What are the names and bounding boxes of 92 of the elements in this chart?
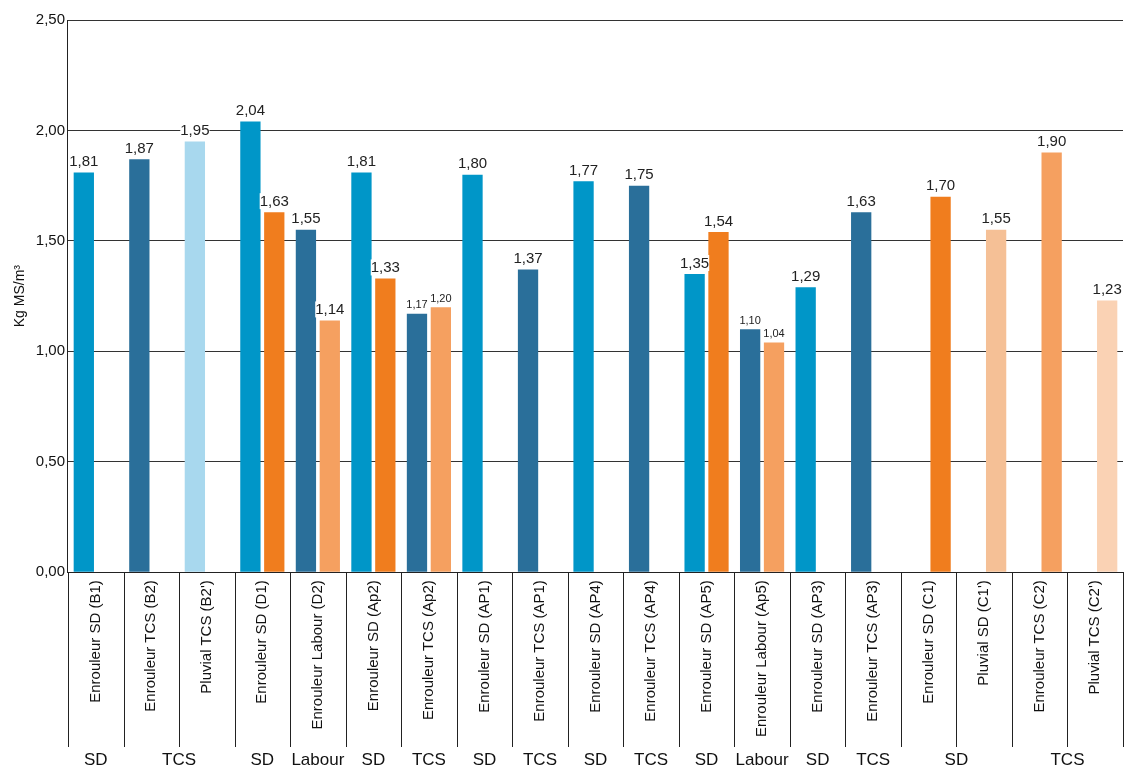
x-tick-label: Enrouleur TCS (AP1) <box>530 580 548 722</box>
text: TCS <box>162 750 197 770</box>
bar <box>708 232 729 572</box>
bar <box>851 212 872 572</box>
data-label: 1,87 <box>124 138 154 156</box>
data-label: 1,17 <box>406 298 428 311</box>
bar <box>517 269 539 572</box>
bar <box>739 329 761 572</box>
text: SD <box>805 750 830 770</box>
data-label: 1,37 <box>513 249 543 267</box>
data-label: 1,63 <box>846 191 876 209</box>
data-label: 1,29 <box>791 266 821 284</box>
text: Labour <box>291 750 345 770</box>
data-label: 1,75 <box>624 165 654 183</box>
x-tick-label: Enrouleur TCS (B2) <box>141 580 159 712</box>
data-label: 1,81 <box>69 152 99 170</box>
data-label: 1,20 <box>430 291 452 304</box>
bar <box>573 181 594 572</box>
x-tick-label: Enrouleur SD (AP5) <box>696 580 714 713</box>
bar <box>295 229 317 572</box>
x-tick-label: Enrouleur TCS (AP3) <box>863 580 881 722</box>
bar <box>264 212 285 572</box>
bar <box>319 320 340 572</box>
text: TCS <box>411 750 446 770</box>
x-tick-label: Enrouleur SD (AP3) <box>807 580 825 713</box>
x-tick-label: Enrouleur Labour (Ap5) <box>752 580 770 738</box>
data-label: 1,14 <box>315 300 345 318</box>
y-tick-label: 1,00 <box>35 341 65 359</box>
data-label: 1,35 <box>680 253 710 271</box>
y-tick-label: 0,00 <box>35 562 65 580</box>
data-label: 1,23 <box>1092 280 1122 298</box>
y-tick-label: 1,50 <box>35 231 65 249</box>
x-tick-label: Enrouleur SD (C1) <box>918 580 936 704</box>
data-label: 1,04 <box>763 327 785 340</box>
data-label: 1,10 <box>739 313 761 326</box>
bar <box>351 172 372 572</box>
data-label: 1,77 <box>568 160 599 178</box>
bar <box>763 342 785 572</box>
x-tick-label: Enrouleur TCS (AP4) <box>641 580 659 722</box>
bar <box>129 159 150 572</box>
text: SD <box>250 750 275 770</box>
x-tick-label: Enrouleur TCS (C2) <box>1029 580 1047 713</box>
text: SD <box>694 750 719 770</box>
data-label: 1,95 <box>180 121 210 139</box>
bar <box>406 313 428 572</box>
data-label: 1,54 <box>703 211 734 229</box>
bar <box>628 185 650 572</box>
x-tick-label: Enrouleur SD (B1) <box>85 580 103 703</box>
data-label: 1,55 <box>291 209 321 227</box>
bar <box>1041 152 1062 572</box>
text: Labour <box>735 750 789 770</box>
y-tick-label: 2,50 <box>35 10 65 28</box>
x-tick-label: Enrouleur TCS (Ap2) <box>419 580 437 721</box>
x-tick-label: Enrouleur Labour (D2) <box>308 580 325 730</box>
text: SD <box>472 750 497 770</box>
bar <box>1097 300 1118 572</box>
text: SD <box>361 750 386 770</box>
bar <box>462 174 483 572</box>
data-label: 1,90 <box>1037 132 1067 150</box>
x-tick-label: Enrouleur SD (AP1) <box>474 580 492 713</box>
bar <box>375 278 396 572</box>
bar <box>930 196 951 572</box>
y-tick-label: 0,50 <box>35 451 65 469</box>
data-label: 1,63 <box>259 191 289 209</box>
bar <box>985 229 1007 572</box>
data-label: 1,33 <box>370 258 400 276</box>
bar <box>430 307 451 572</box>
text: TCS <box>856 750 891 770</box>
bar <box>684 274 705 572</box>
text: TCS <box>522 750 557 770</box>
text: SD <box>944 750 969 770</box>
data-label: 2,04 <box>235 101 265 119</box>
text: TCS <box>634 750 669 770</box>
bar <box>795 287 816 572</box>
x-tick-label: Enrouleur SD (D1) <box>252 580 270 704</box>
x-tick-label: Pluvial TCS (C2') <box>1085 580 1103 695</box>
x-tick-label: Pluvial SD (C1') <box>974 580 992 686</box>
x-tick-label: Enrouleur SD (AP4) <box>585 580 603 713</box>
bar <box>73 172 94 572</box>
x-tick-label: Pluvial TCS (B2') <box>196 580 214 694</box>
data-label: 1,81 <box>346 152 377 170</box>
y-axis-title: Kg MS/m³ <box>11 264 28 328</box>
x-tick-label: Enrouleur SD (Ap2) <box>363 580 381 712</box>
text: SD <box>583 750 608 770</box>
data-label: 1,55 <box>981 209 1011 227</box>
data-label: 1,80 <box>457 154 488 172</box>
text: SD <box>83 750 108 770</box>
text: TCS <box>1050 750 1085 770</box>
data-label: 1,70 <box>925 176 956 194</box>
y-tick-label: 2,00 <box>35 120 65 138</box>
bar <box>240 121 261 572</box>
bar <box>184 141 206 572</box>
